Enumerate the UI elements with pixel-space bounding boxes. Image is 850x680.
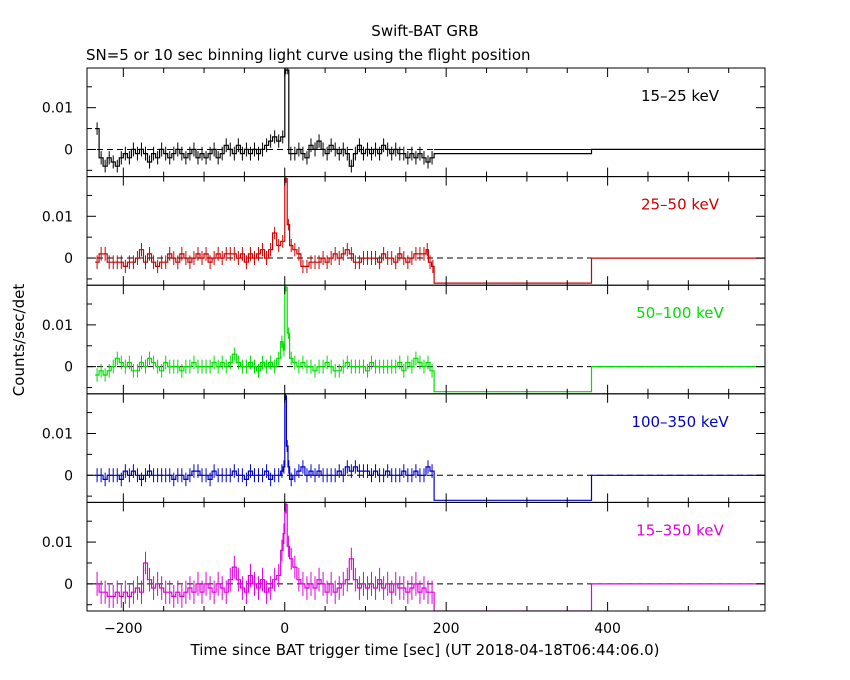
figure-subtitle: SN=5 or 10 sec binning light curve using… bbox=[86, 46, 531, 64]
panels: 0 0.01 15–25 keV 0 0.01 25–50 keV 0 0.01 50–100 … bbox=[42, 67, 766, 637]
band-label: 15–350 keV bbox=[636, 521, 724, 539]
y-tick-label: 0 bbox=[64, 360, 73, 376]
panel-5: 0 0.01 15–350 keV −200 0 200 400 bbox=[42, 501, 766, 637]
band-label: 50–100 keV bbox=[636, 304, 724, 322]
series-line bbox=[95, 178, 765, 284]
x-tick-label: 0 bbox=[280, 621, 289, 637]
x-tick-label: 400 bbox=[594, 621, 621, 637]
y-tick-label: 0.01 bbox=[42, 209, 73, 225]
y-tick-label: 0.01 bbox=[42, 535, 73, 551]
y-tick-label: 0 bbox=[64, 468, 73, 484]
panel-3: 0 0.01 50–100 keV bbox=[42, 284, 766, 395]
band-label: 100–350 keV bbox=[631, 413, 729, 431]
x-tick-label: −200 bbox=[104, 621, 142, 637]
y-tick-label: 0 bbox=[64, 577, 73, 593]
x-axis-label: Time since BAT trigger time [sec] (UT 20… bbox=[190, 641, 660, 659]
panel-frame bbox=[86, 284, 766, 395]
series-line bbox=[95, 395, 765, 501]
y-tick-label: 0 bbox=[64, 142, 73, 158]
series-line bbox=[95, 286, 765, 393]
panel-2: 0 0.01 25–50 keV bbox=[42, 176, 766, 286]
series-2 bbox=[95, 176, 765, 284]
series-3 bbox=[95, 285, 765, 393]
y-tick-label: 0.01 bbox=[42, 426, 73, 442]
series-4 bbox=[95, 393, 765, 501]
series-line bbox=[95, 503, 765, 611]
band-label: 15–25 keV bbox=[641, 87, 720, 105]
y-tick-label: 0.01 bbox=[42, 318, 73, 334]
panel-frame bbox=[86, 176, 766, 286]
series-1 bbox=[95, 68, 765, 173]
panel-frame bbox=[86, 501, 766, 612]
panel-4: 0 0.01 100–350 keV bbox=[42, 393, 766, 503]
figure-title: Swift-BAT GRB bbox=[371, 22, 478, 40]
band-label: 25–50 keV bbox=[641, 196, 720, 214]
y-tick-label: 0.01 bbox=[42, 101, 73, 117]
x-tick-label: 200 bbox=[433, 621, 460, 637]
y-tick-label: 0 bbox=[64, 251, 73, 267]
y-axis-label: Counts/sec/det bbox=[10, 284, 28, 397]
series-5 bbox=[95, 502, 765, 611]
series-line bbox=[95, 69, 765, 167]
panel-frame bbox=[86, 393, 766, 503]
panel-1: 0 0.01 15–25 keV bbox=[42, 67, 766, 178]
